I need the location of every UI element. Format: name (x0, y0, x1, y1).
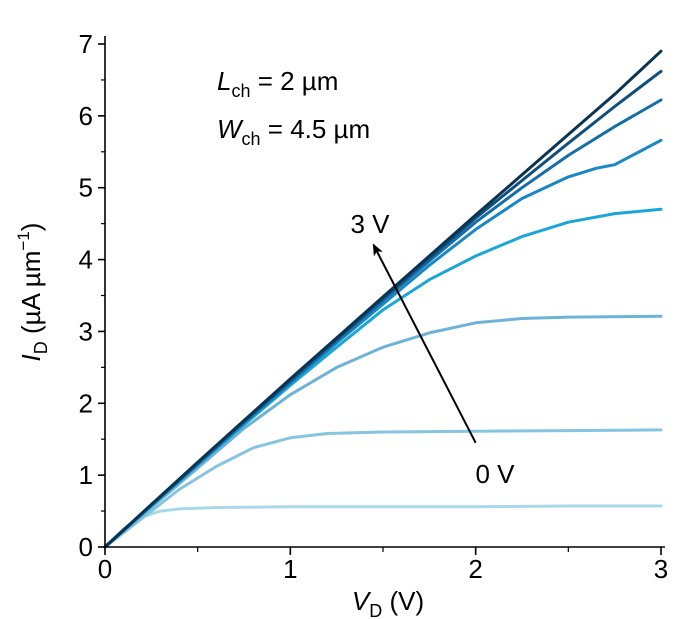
x-axis-label: VD (V) (352, 586, 424, 619)
y-tick-label-1: 1 (79, 460, 93, 490)
x-tick-label-3: 3 (654, 554, 668, 584)
y-axis-label: ID (µA µm−1) (14, 223, 51, 362)
y-tick-label-4: 4 (79, 245, 93, 275)
gate-voltage-arrow (372, 243, 477, 444)
arrow-start-label: 0 V (475, 459, 515, 489)
series-line-4 (103, 138, 663, 549)
wch-annotation: Wch = 4.5 µm (217, 114, 370, 149)
arrow-end-label: 3 V (350, 209, 390, 239)
series-line-2 (103, 314, 663, 549)
x-tick-label-2: 2 (468, 554, 482, 584)
series-line-1 (103, 428, 663, 549)
series-line-7 (103, 49, 663, 549)
y-tick-label-3: 3 (79, 316, 93, 346)
x-tick-label-0: 0 (98, 554, 112, 584)
series-layer (103, 49, 663, 549)
tick-layer: 0 1 2 3 4 5 6 7 0 1 2 3 (79, 29, 669, 584)
series-line-0 (103, 504, 663, 549)
y-tick-label-6: 6 (79, 101, 93, 131)
x-tick-label-1: 1 (283, 554, 297, 584)
series-line-3 (103, 207, 663, 549)
y-tick-label-0: 0 (79, 532, 93, 562)
series-line-5 (103, 98, 663, 549)
y-tick-label-7: 7 (79, 29, 93, 59)
lch-annotation: Lch = 2 µm (217, 66, 338, 101)
y-tick-label-2: 2 (79, 388, 93, 418)
y-tick-label-5: 5 (79, 173, 93, 203)
